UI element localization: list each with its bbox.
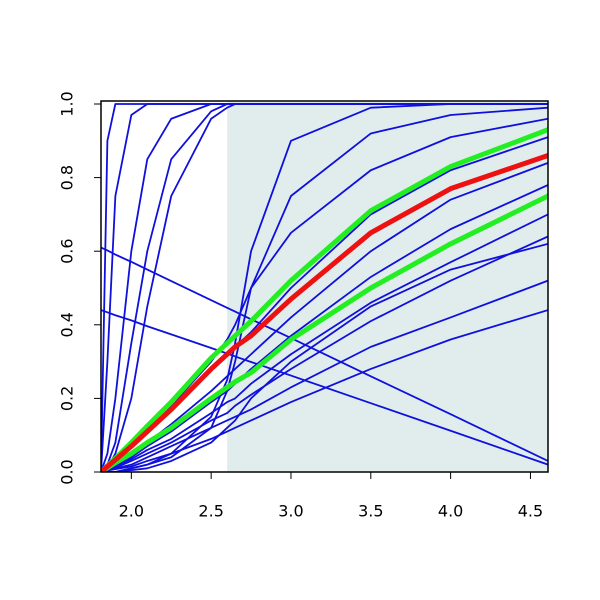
plot-lines: [101, 103, 548, 472]
x-tick-label: 2.5: [198, 502, 223, 521]
plot-frame: [100, 100, 549, 473]
y-tick-label: 0.4: [58, 312, 77, 337]
y-tick-label: 0.8: [58, 165, 77, 190]
y-tick-label: 0.2: [58, 386, 77, 411]
x-tick-label: 3.5: [358, 502, 383, 521]
plot-background: [227, 101, 548, 472]
x-tick-label: 4.0: [438, 502, 463, 521]
y-tick-label: 1.0: [58, 91, 77, 116]
x-tick-label: 2.0: [119, 502, 144, 521]
series-line: [101, 279, 548, 472]
series-line: [101, 235, 548, 472]
series-line: [101, 153, 548, 472]
x-tick-label: 3.0: [278, 502, 303, 521]
y-tick-label: 0.0: [58, 459, 77, 484]
series-line: [101, 193, 548, 472]
axes: 2.0 2.5 3.0 3.5 4.0 4.5 0.0 0.2 0.4 0.6 0.8 1.0: [58, 91, 544, 520]
shaded-region: [227, 101, 548, 472]
series-line: [101, 103, 548, 472]
x-tick-label: 4.5: [518, 502, 543, 521]
series-line: [101, 246, 548, 462]
y-tick-label: 0.6: [58, 238, 77, 263]
series-line: [101, 213, 548, 472]
series-line: [101, 309, 548, 472]
